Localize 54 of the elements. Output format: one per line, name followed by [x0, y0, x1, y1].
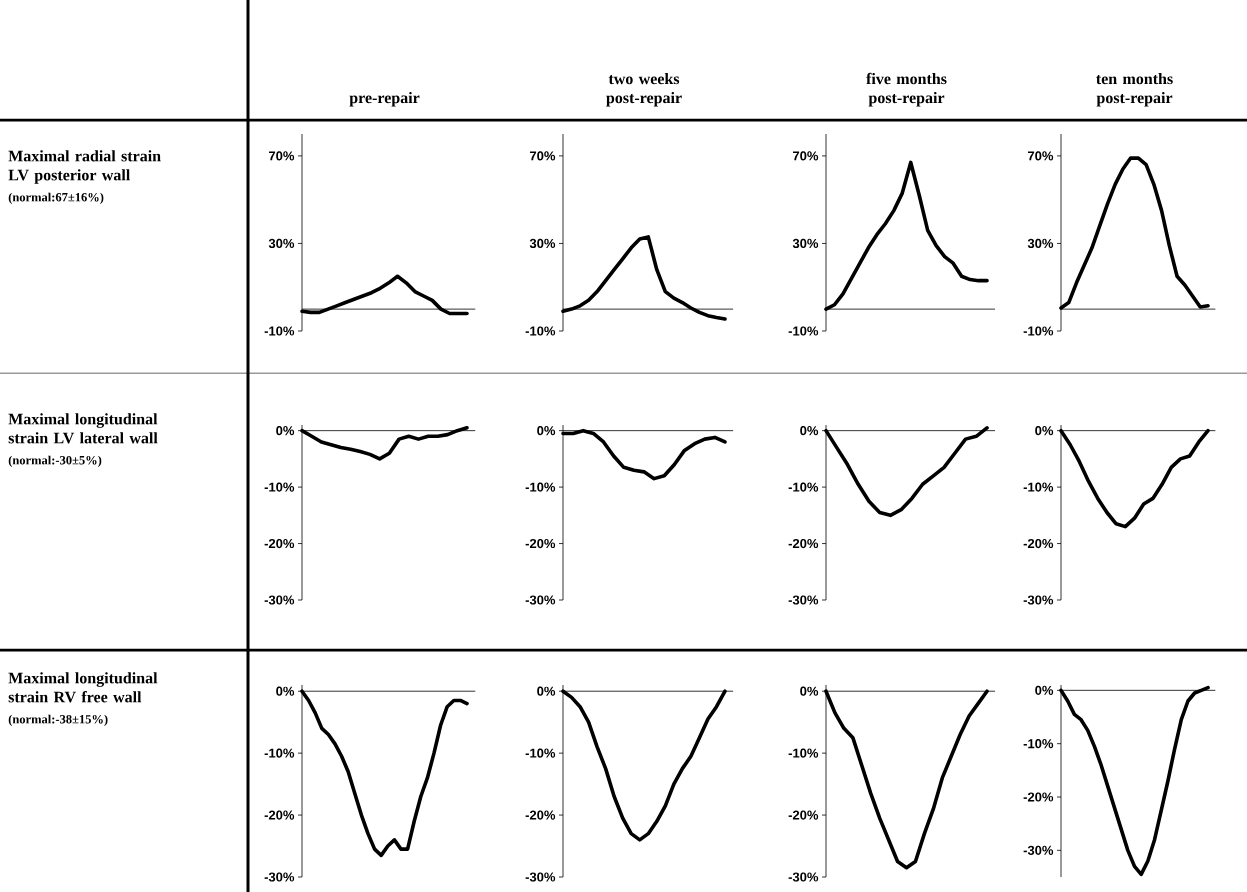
y-tick-label: -30%: [525, 595, 556, 605]
y-tick-label: 0%: [537, 686, 556, 696]
chart-title: five months post-repair: [866, 72, 947, 107]
y-tick-label: -10%: [525, 482, 556, 492]
y-tick-label: 0%: [1035, 685, 1054, 695]
y-tick-label: -10%: [264, 482, 295, 492]
y-tick-label: 0%: [1035, 426, 1054, 436]
y-tick-label: 0%: [800, 426, 819, 436]
y-tick-label: -20%: [788, 810, 819, 820]
y-tick-label: -20%: [1023, 792, 1054, 802]
y-tick-label: -10%: [788, 326, 819, 336]
y-tick-label: -20%: [264, 538, 295, 549]
y-axis-title: Maximal longitudinal strain RV free wall: [8, 672, 158, 703]
y-tick-label: -10%: [1023, 739, 1054, 749]
y-tick-label: -30%: [788, 595, 819, 605]
chart-title: two weeks post-repair: [606, 72, 682, 107]
y-tick-label: -10%: [525, 326, 556, 336]
y-axis-title: Maximal longitudinal strain LV lateral wall: [8, 413, 158, 444]
y-tick-label: 30%: [792, 238, 819, 249]
y-tick-label: -30%: [1023, 845, 1054, 855]
y-tick-label: -30%: [264, 595, 295, 605]
y-tick-label: -20%: [264, 810, 295, 820]
y-tick-label: -10%: [1023, 482, 1054, 492]
y-tick-label: 0%: [537, 426, 556, 436]
y-tick-label: 70%: [269, 151, 295, 161]
y-tick-label: -20%: [525, 538, 556, 549]
y-tick-label: -30%: [1023, 595, 1054, 605]
y-tick-label: 70%: [793, 151, 819, 161]
y-axis-title: Maximal radial strain LV posterior wall: [8, 150, 161, 184]
y-tick-label: 70%: [530, 151, 556, 161]
y-tick-label: -20%: [1023, 538, 1054, 549]
y-tick-label: -10%: [788, 482, 819, 492]
y-tick-label: 30%: [1027, 238, 1054, 249]
y-tick-label: 0%: [276, 426, 295, 436]
y-tick-label: -30%: [264, 872, 295, 882]
y-tick-label: -10%: [788, 748, 819, 758]
y-tick-label: 0%: [800, 686, 819, 696]
text: (normal:-30±5%): [8, 455, 102, 467]
y-tick-label: -20%: [788, 538, 819, 549]
y-tick-label: 0%: [276, 686, 295, 696]
y-tick-label: -10%: [525, 748, 556, 758]
y-tick-label: -20%: [525, 810, 556, 820]
text: (normal:67±16%): [8, 192, 104, 204]
y-tick-label: -10%: [264, 748, 295, 758]
y-tick-label: 30%: [529, 238, 556, 249]
y-tick-label: 30%: [268, 238, 295, 249]
y-tick-label: -10%: [1023, 326, 1054, 336]
y-tick-label: -30%: [525, 872, 556, 882]
chart-title: ten months post-repair: [1096, 72, 1173, 107]
y-tick-label: -10%: [264, 326, 295, 336]
text: (normal:-38±15%): [8, 714, 108, 726]
chart-title: pre-repair: [349, 91, 420, 107]
y-tick-label: 70%: [1028, 151, 1054, 161]
y-tick-label: -30%: [788, 872, 819, 882]
